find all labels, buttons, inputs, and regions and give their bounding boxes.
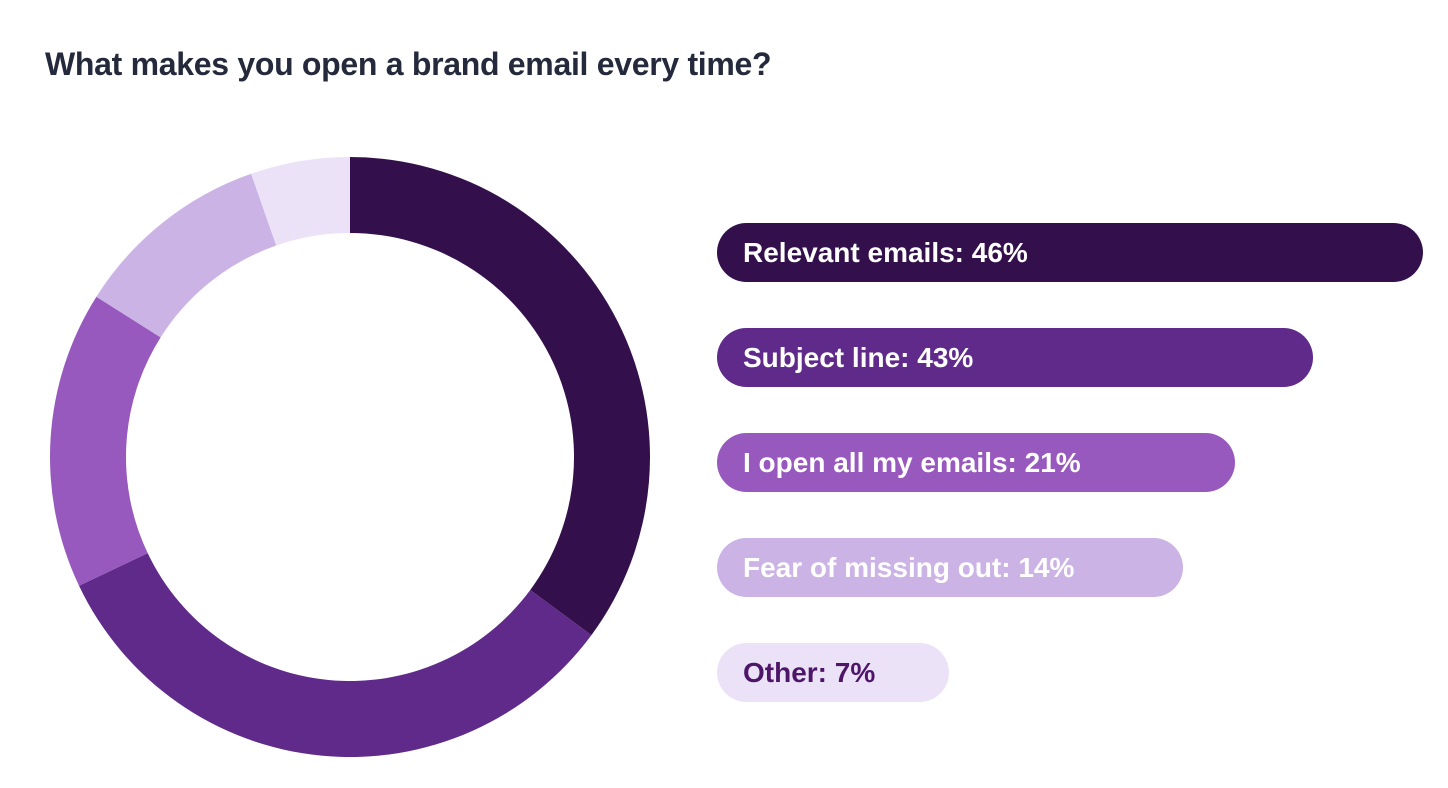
donut-chart-container (50, 157, 650, 757)
donut-segment-5-other (251, 157, 350, 246)
legend-bar-relevant-emails: Relevant emails: 46% (717, 223, 1423, 282)
legend-bar-label: Subject line: 43% (743, 341, 974, 373)
legend-bar-subject-line: Subject line: 43% (717, 328, 1313, 387)
legend-bar-label: I open all my emails: 21% (743, 446, 1081, 478)
legend-bar-label: Other: 7% (743, 656, 876, 688)
legend-bar-open-all-emails: I open all my emails: 21% (717, 433, 1236, 492)
legend-bar-label: Relevant emails: 46% (743, 236, 1028, 268)
legend-bar-fear-of-missing-out: Fear of missing out: 14% (717, 538, 1183, 597)
donut-segment-4-fear-of-missing-out (96, 173, 277, 338)
donut-segment-1-relevant-emails (350, 157, 650, 636)
legend-bar-label: Fear of missing out: 14% (743, 551, 1075, 583)
chart-title: What makes you open a brand email every … (45, 46, 772, 82)
legend: Relevant emails: 46% Subject line: 43% I… (717, 223, 1423, 702)
donut-segment-3-i-open-all-my-emails (50, 296, 161, 586)
donut-segment-2-subject-line (79, 553, 592, 757)
legend-bar-other: Other: 7% (717, 643, 950, 702)
donut-chart (50, 157, 650, 757)
